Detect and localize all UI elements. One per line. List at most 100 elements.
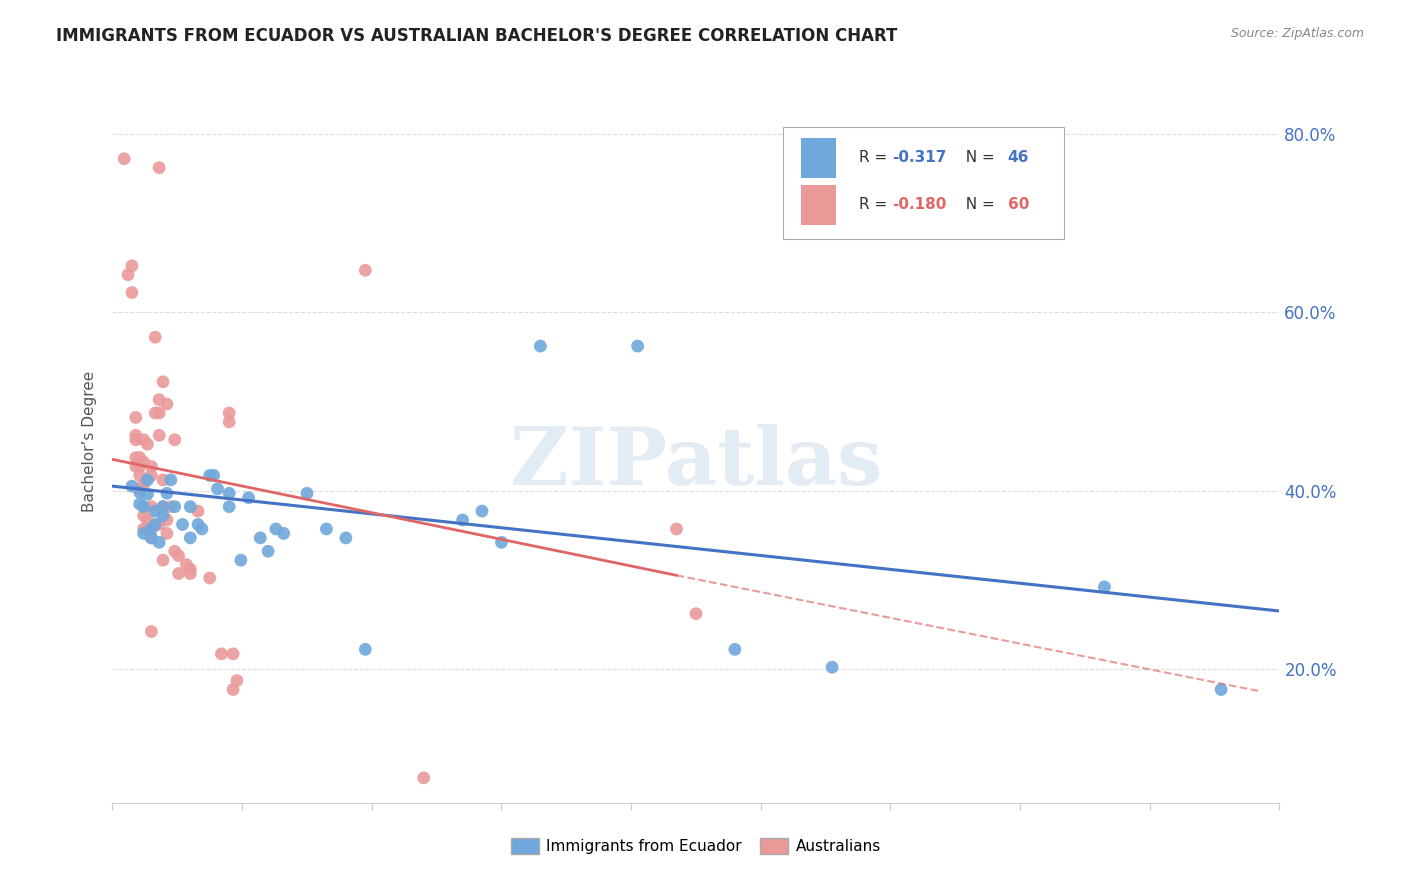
Text: 46: 46 [1008,151,1029,165]
Point [179,500,201,514]
Point [529,339,551,353]
Point [238,491,260,505]
Point [125,459,148,474]
Point [148,535,170,549]
Point [128,468,150,483]
Point [264,522,287,536]
Point [191,522,214,536]
Point [148,428,170,442]
Point [121,285,143,300]
Point [136,513,159,527]
Point [167,566,190,581]
Point [128,459,150,474]
Point [136,522,159,536]
Point [198,571,221,585]
Point [179,531,201,545]
Text: R =: R = [859,151,893,165]
Point [121,259,143,273]
Point [451,513,474,527]
Point [163,500,186,514]
Point [143,330,166,344]
Point [222,682,245,697]
Point [627,339,650,353]
Point [179,566,201,581]
Point [160,473,183,487]
Point [132,500,155,514]
Point [148,392,170,407]
Point [187,517,209,532]
Point [172,517,194,532]
Point [141,522,163,536]
Point [152,375,174,389]
FancyBboxPatch shape [801,138,837,178]
Point [156,486,179,500]
Point [141,468,163,483]
Point [160,500,183,514]
Point [226,673,249,688]
Point [141,531,163,545]
Point [141,500,163,514]
Point [152,500,174,514]
Point [148,406,170,420]
Point [125,410,148,425]
Point [491,535,513,549]
Point [143,517,166,532]
Text: R =: R = [859,197,893,212]
Point [295,486,318,500]
Point [128,482,150,496]
Text: N =: N = [956,151,1000,165]
Point [132,477,155,491]
Point [202,468,225,483]
Y-axis label: Bachelor’s Degree: Bachelor’s Degree [82,371,97,512]
Point [218,415,240,429]
Point [148,517,170,532]
Point [179,562,201,576]
Point [249,531,271,545]
Point [218,486,240,500]
Point [222,647,245,661]
Point [112,152,135,166]
Point [412,771,434,785]
Point [132,455,155,469]
Point [152,473,174,487]
Point [167,549,190,563]
Point [156,513,179,527]
Point [665,522,688,536]
Point [125,450,148,465]
Point [156,397,179,411]
Text: IMMIGRANTS FROM ECUADOR VS AUSTRALIAN BACHELOR'S DEGREE CORRELATION CHART: IMMIGRANTS FROM ECUADOR VS AUSTRALIAN BA… [56,27,897,45]
Point [148,161,170,175]
Text: -0.180: -0.180 [891,197,946,212]
Point [257,544,280,558]
Text: -0.317: -0.317 [891,151,946,165]
Point [163,433,186,447]
Legend: Immigrants from Ecuador, Australians: Immigrants from Ecuador, Australians [505,832,887,860]
Point [152,500,174,514]
Point [141,459,163,474]
Point [471,504,494,518]
Point [207,482,229,496]
Point [187,504,209,518]
Point [128,497,150,511]
Point [136,437,159,451]
Point [1094,580,1116,594]
Point [143,504,166,518]
Point [132,526,155,541]
Text: Source: ZipAtlas.com: Source: ZipAtlas.com [1230,27,1364,40]
Point [335,531,357,545]
Point [198,468,221,483]
Point [218,406,240,420]
Point [156,526,179,541]
Text: 60: 60 [1008,197,1029,212]
Point [143,406,166,420]
Point [136,487,159,501]
Point [121,479,143,493]
Point [125,428,148,442]
Point [209,647,232,661]
Point [132,522,155,536]
Point [152,508,174,523]
Text: ZIPatlas: ZIPatlas [510,425,882,502]
Text: N =: N = [956,197,1000,212]
Point [1209,682,1232,697]
Point [128,450,150,465]
